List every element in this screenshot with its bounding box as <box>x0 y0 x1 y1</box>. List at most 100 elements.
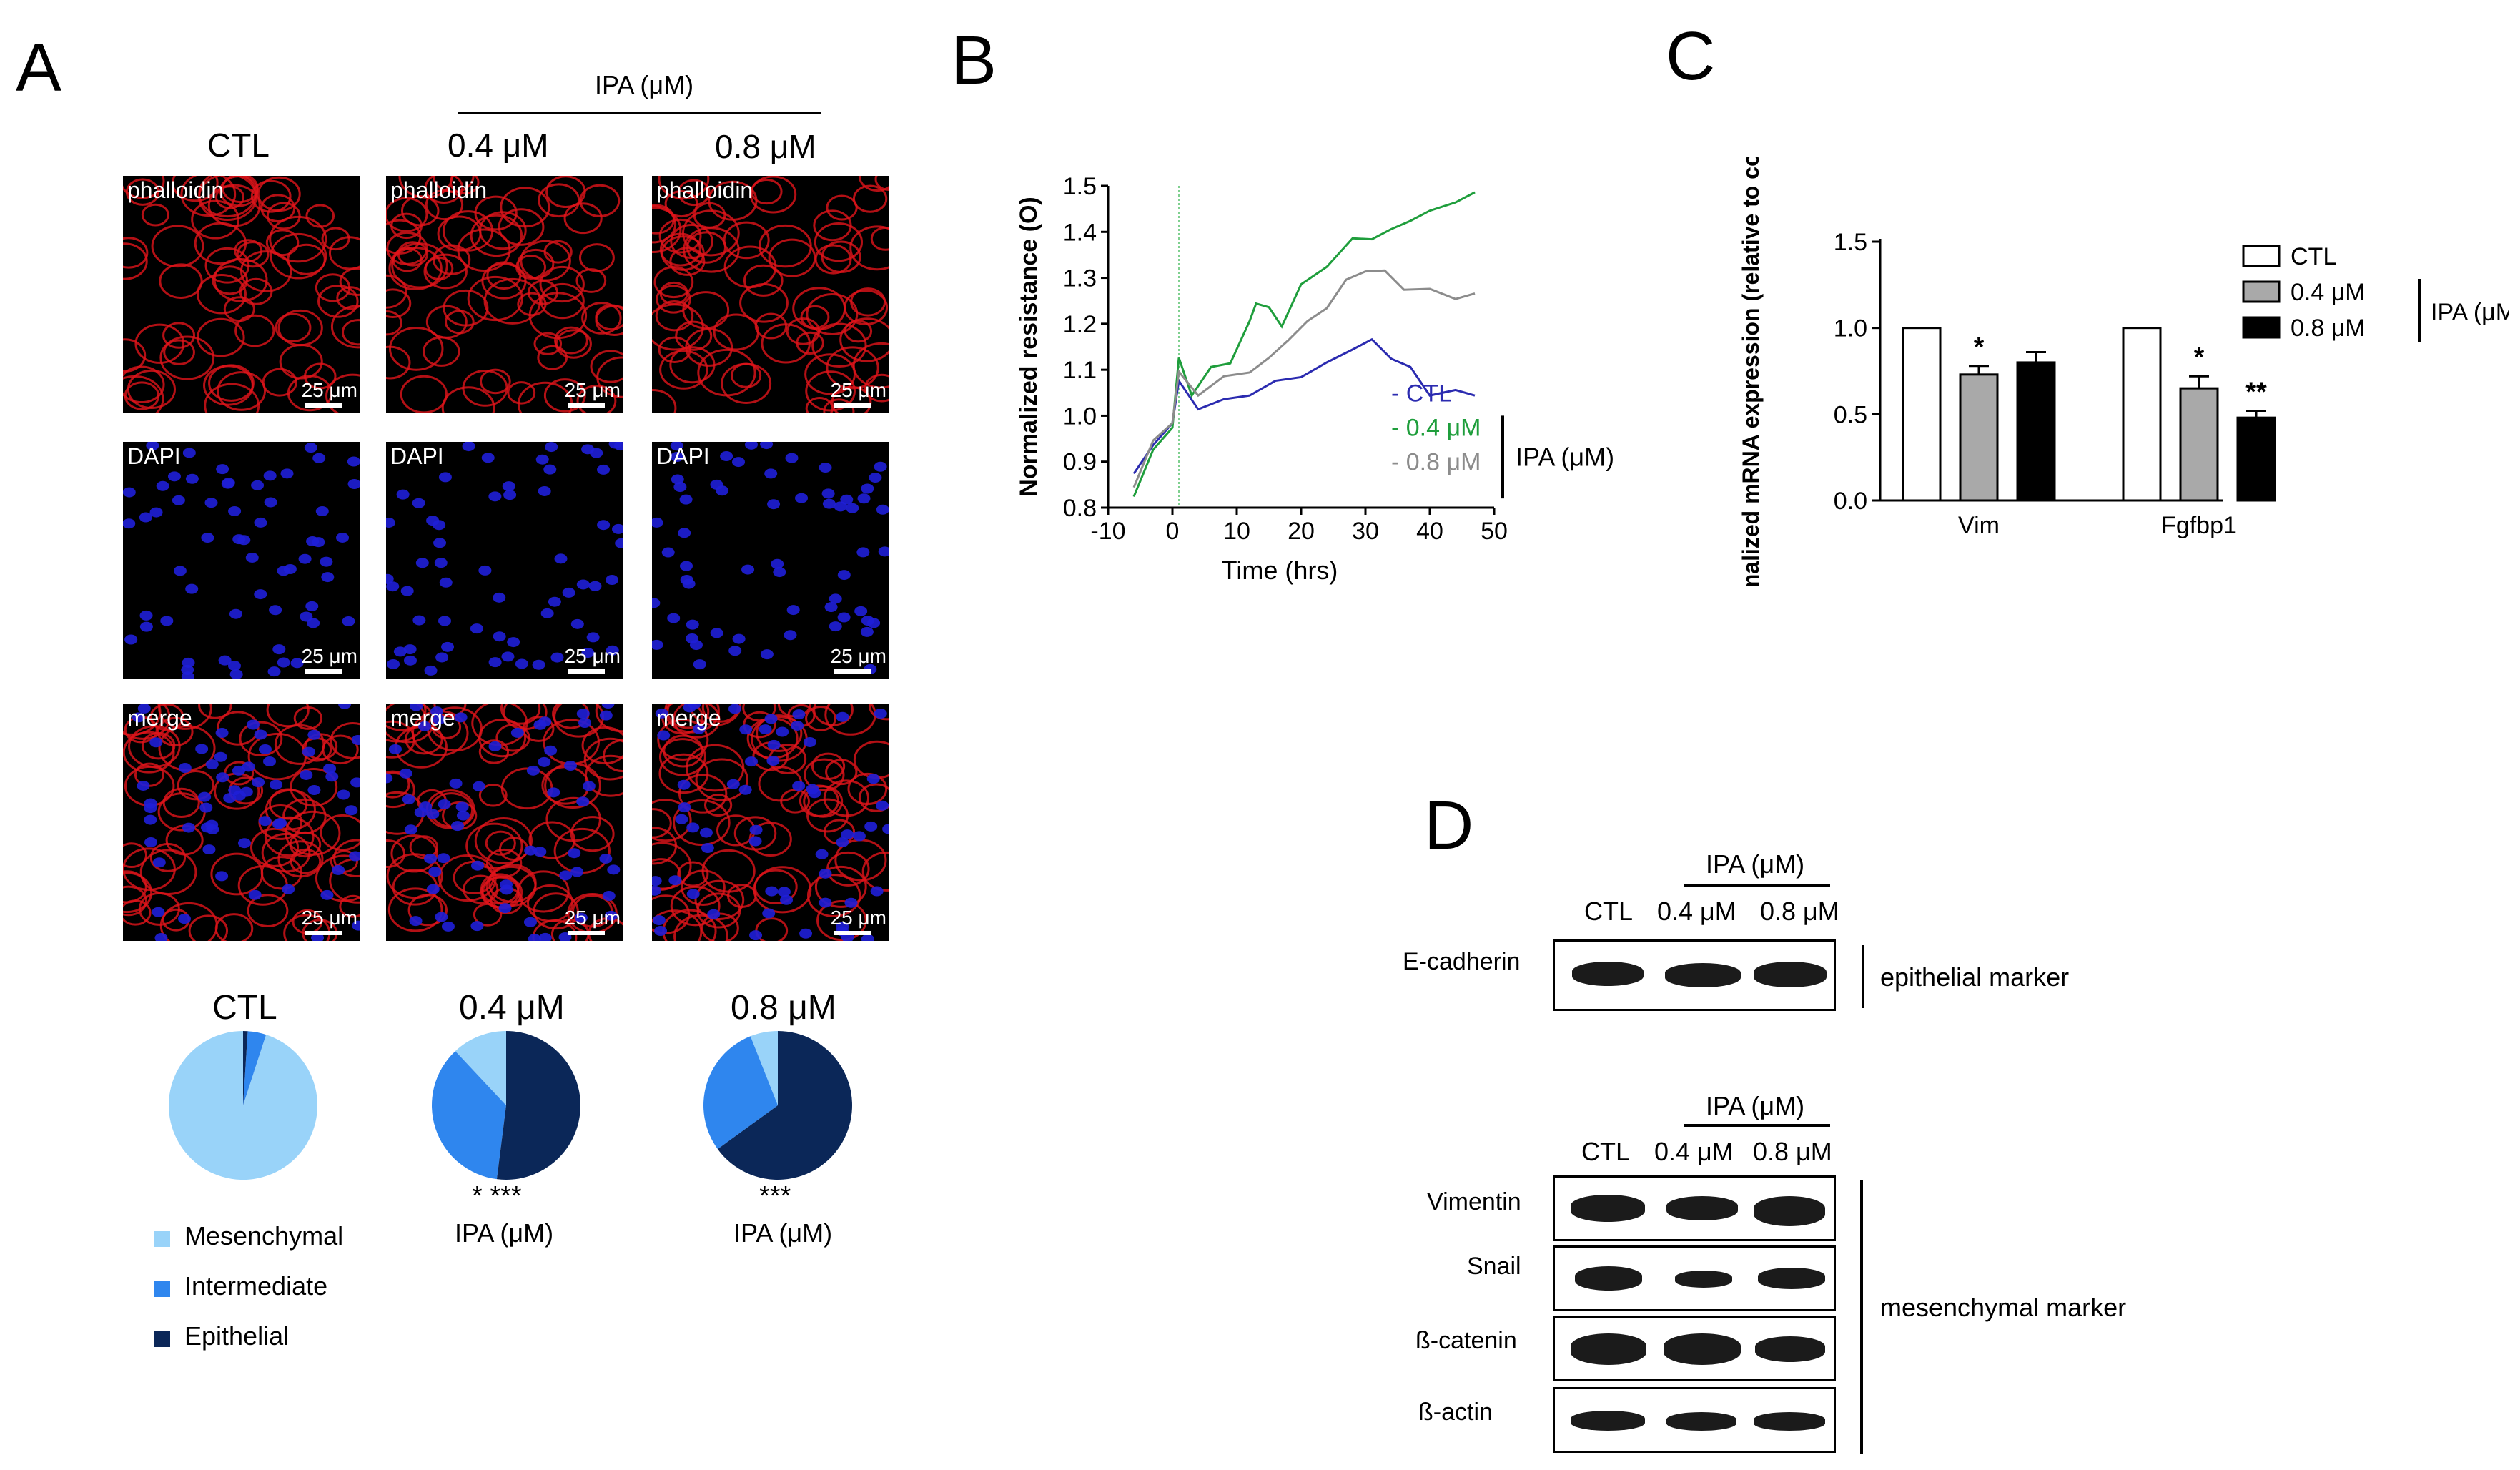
band-snail-0.4 <box>1675 1271 1732 1288</box>
x-category-label: Vim <box>1958 512 2000 539</box>
scale-bar <box>834 931 871 935</box>
pie-chart-ctl <box>169 1031 317 1180</box>
micrograph-phalloidin-0.4: phalloidin 25 μm <box>386 176 623 413</box>
y-tick-label: 1.3 <box>1063 265 1097 292</box>
band-b-catenin-0.4 <box>1664 1333 1741 1365</box>
pie-slice-intermediate <box>243 1031 267 1105</box>
legend-label-intermediate: Intermediate <box>184 1271 328 1301</box>
bar-Vim-0 <box>1902 327 1942 502</box>
micrograph-label: merge <box>656 705 721 731</box>
ipa-header: IPA (μM) <box>595 70 694 99</box>
col-label-ctl: CTL <box>207 127 270 164</box>
legend-entry-1: 0.4 μM <box>2291 279 2366 306</box>
panel-letter-b: B <box>951 22 997 99</box>
y-tick-label: 1.2 <box>1063 311 1097 338</box>
micrograph-dapi-ctl: DAPI 25 μm <box>123 442 360 679</box>
y-tick-label: 1.4 <box>1063 219 1097 246</box>
micrograph-label: DAPI <box>390 443 444 469</box>
blot-b-catenin <box>1553 1316 1836 1381</box>
panel-letter-d: D <box>1424 787 1474 864</box>
micrograph-merge-0.4: merge 25 μm <box>386 704 623 941</box>
scale-bar <box>834 403 871 408</box>
micrograph-phalloidin-ctl: phalloidin 25 μm <box>123 176 360 413</box>
pie-title-0.8: 0.8 μM <box>731 989 836 1027</box>
scale-bar-label: 25 μm <box>301 645 357 667</box>
bar-Fgfbp1-0 <box>2122 327 2162 502</box>
micrograph-merge-ctl: merge 25 μm <box>123 704 360 941</box>
x-tick-label: 0 <box>1166 518 1180 545</box>
band-vimentin-0.4 <box>1666 1196 1738 1220</box>
band-snail-ctl <box>1575 1266 1642 1291</box>
x-tick-label: 20 <box>1288 518 1315 545</box>
panel-letter-c: C <box>1666 18 1716 94</box>
legend-swatch-epithelial <box>154 1331 170 1347</box>
blot-e-cadherin <box>1553 939 1836 1011</box>
epithelial-marker-label: epithelial marker <box>1880 962 2070 992</box>
band-vimentin-0.8 <box>1754 1196 1825 1226</box>
scale-bar-label: 25 μm <box>301 379 357 401</box>
scale-bar-label: 25 μm <box>564 645 621 667</box>
pie-slice-epithelial <box>243 1031 248 1105</box>
pie-ipa-0.8: IPA (μM) <box>733 1218 833 1248</box>
blot-bottom-ipa-line <box>1684 1124 1830 1127</box>
resistance-line-chart: 0.8 0.9 1.0 1.1 1.2 1.3 1.4 1.5 -10 0 10 20 30 40 50 Ti… <box>1015 173 1614 585</box>
band-b-catenin-0.8 <box>1755 1336 1825 1362</box>
scale-bar <box>568 669 605 674</box>
y-tick-label: 1.1 <box>1063 357 1097 384</box>
blot-bottom-ipa-header: IPA (μM) <box>1706 1091 1805 1120</box>
pie-stars-0.8: *** <box>759 1181 791 1211</box>
scale-bar-label: 25 μm <box>564 379 621 401</box>
band-vimentin-ctl <box>1571 1195 1645 1222</box>
legend-label-mesenchymal: Mesenchymal <box>184 1221 344 1251</box>
significance-stars: ** <box>2245 378 2267 408</box>
scale-bar-label: 25 μm <box>830 379 886 401</box>
blot-top-ipa-header: IPA (μM) <box>1706 849 1805 879</box>
scale-bar <box>305 931 342 935</box>
micrograph-merge-0.8: merge 25 μm <box>652 704 889 941</box>
mesenchymal-marker-label: mesenchymal marker <box>1880 1293 2127 1322</box>
panel-letter-a: A <box>16 29 62 106</box>
bar-Vim-1 <box>1959 373 1999 502</box>
pie-title-0.4: 0.4 μM <box>459 989 565 1027</box>
x-tick-label: 50 <box>1481 518 1508 545</box>
blot-vimentin <box>1553 1175 1836 1241</box>
y-tick-label: 1.0 <box>1063 403 1097 430</box>
band-e-cadherin-ctl <box>1572 962 1644 986</box>
y-tick-label: 1.5 <box>1834 229 1867 256</box>
bar-Fgfbp1-2 <box>2236 416 2276 502</box>
blot-top-ipa-line <box>1684 884 1830 887</box>
x-tick-label: -10 <box>1090 518 1125 545</box>
micrograph-label: phalloidin <box>127 177 224 203</box>
ipa-header-line <box>458 112 821 114</box>
micrograph-label: phalloidin <box>656 177 753 203</box>
band-e-cadherin-0.4 <box>1665 963 1741 987</box>
legend-swatch-intermediate <box>154 1281 170 1297</box>
micrograph-label: phalloidin <box>390 177 488 203</box>
scale-bar-label: 25 μm <box>830 645 886 667</box>
blot-label-b-catenin: ß-catenin <box>1415 1327 1517 1354</box>
scale-bar <box>568 931 605 935</box>
y-axis-label: Normalized mRNA expression (relative to … <box>1738 157 1764 586</box>
legend-swatch-mesenchymal <box>154 1231 170 1247</box>
micrograph-dapi-0.8: DAPI 25 μm <box>652 442 889 679</box>
blot-bottom-lane-ctl: CTL <box>1581 1137 1631 1166</box>
legend-group-label: IPA (μM) <box>1516 442 1614 471</box>
micrograph-label: DAPI <box>656 443 710 469</box>
col-label-0.8: 0.8 μM <box>715 128 816 165</box>
blot-top-lane-ctl: CTL <box>1584 897 1634 926</box>
pie-chart-0.4 <box>432 1031 580 1180</box>
micrograph-label: merge <box>390 705 455 731</box>
legend-entry-0: - CTL <box>1391 380 1452 407</box>
pie-chart-0.8 <box>703 1031 852 1180</box>
band-snail-0.8 <box>1758 1268 1825 1289</box>
bar-Vim-2 <box>2016 361 2056 502</box>
band-b-catenin-ctl <box>1571 1333 1646 1365</box>
legend-entry-2: 0.8 μM <box>2291 315 2366 342</box>
x-category-label: Fgfbp1 <box>2161 512 2237 539</box>
pie-slice-epithelial <box>496 1031 580 1180</box>
significance-stars: * <box>1974 332 1985 362</box>
pie-slice-epithelial <box>717 1031 852 1180</box>
micrograph-phalloidin-0.8: phalloidin 25 μm <box>652 176 889 413</box>
y-tick-label: 0.9 <box>1063 449 1097 476</box>
